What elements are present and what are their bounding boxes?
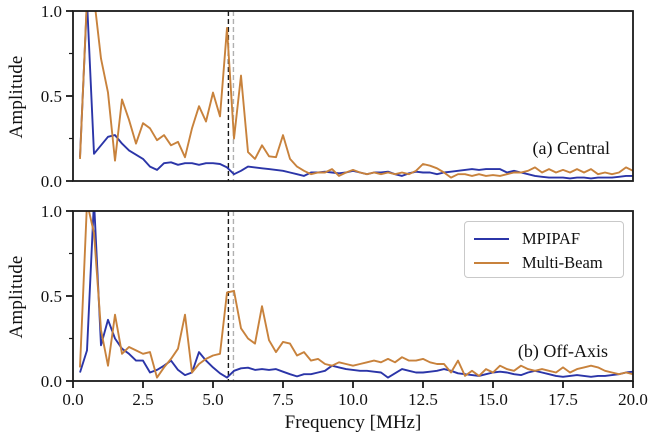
legend-item-mpipaf: MPIPAF — [474, 227, 623, 251]
panel-a-annotation: (a) Central — [532, 138, 610, 158]
y-tick-label: 0.5 — [41, 287, 62, 306]
y-tick-label: 0.0 — [41, 372, 62, 391]
plot-area — [79, 11, 633, 181]
x-tick-label: 10.0 — [338, 390, 368, 409]
y-tick-label: 1.0 — [41, 2, 62, 21]
legend: MPIPAF Multi-Beam — [464, 221, 624, 278]
x-tick-label: 5.0 — [202, 390, 223, 409]
panel-a-chart: 0.0 0.5 1.0 — [41, 2, 634, 191]
x-tick-label: 20.0 — [618, 390, 648, 409]
x-axis-label: Frequency [MHz] — [284, 412, 422, 433]
y-tick-label: 0.0 — [41, 172, 62, 191]
x-tick-label: 2.5 — [132, 390, 153, 409]
x-tick-label: 17.5 — [548, 390, 578, 409]
y-tick-label: 0.5 — [41, 87, 62, 106]
mpipaf-line-swatch — [474, 238, 509, 240]
y-axis-label-panel-a: Amplitude — [6, 55, 27, 139]
panel-b-chart: 0.0 0.5 1.0 0.0 2.5 5.0 7.5 10.0 12.5 15.0 17.5 20.… — [41, 202, 648, 409]
legend-label-multibeam: Multi-Beam — [522, 253, 603, 272]
y-tick-label: 1.0 — [41, 202, 62, 221]
series-line-multi-beam — [79, 11, 633, 179]
y-axis-label-panel-b: Amplitude — [6, 255, 27, 339]
series-line-mpipaf — [79, 211, 633, 379]
legend-label-mpipaf: MPIPAF — [522, 229, 581, 248]
series-line-multi-beam — [79, 211, 633, 379]
x-tick-label: 15.0 — [478, 390, 508, 409]
legend-item-multibeam: Multi-Beam — [474, 251, 623, 275]
plot-area — [79, 211, 633, 381]
x-tick-label: 0.0 — [62, 390, 83, 409]
x-tick-label: 7.5 — [272, 390, 293, 409]
panel-b-annotation: (b) Off-Axis — [517, 341, 608, 361]
x-tick-label: 12.5 — [408, 390, 438, 409]
multibeam-line-swatch — [474, 262, 509, 264]
